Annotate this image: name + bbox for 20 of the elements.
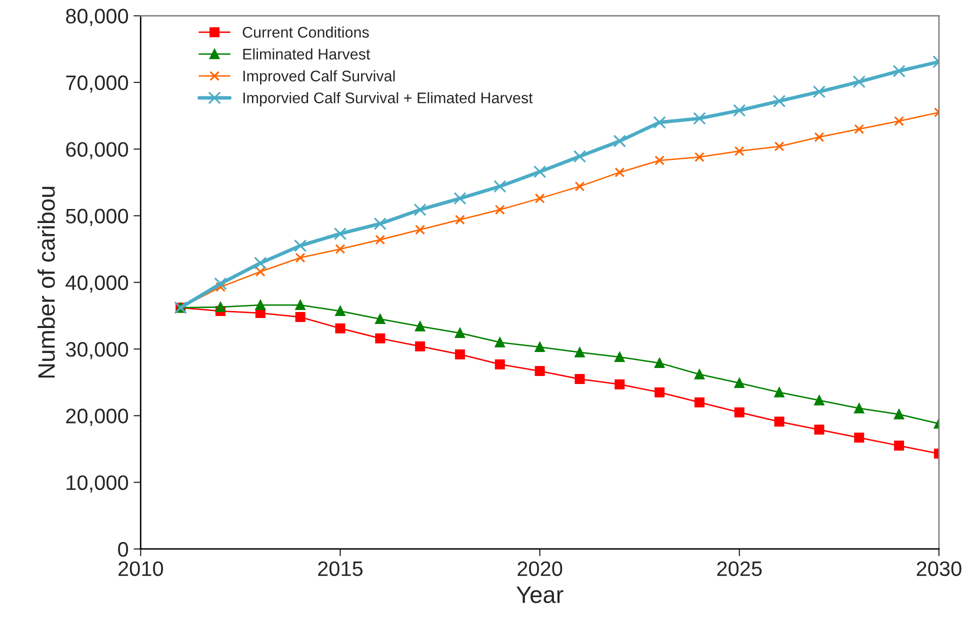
y-axis-title: Number of caribou bbox=[38, 186, 55, 378]
y-tick-label: 70,000 bbox=[66, 75, 128, 93]
y-tick-label: 40,000 bbox=[66, 275, 128, 293]
x-tick-label: 2015 bbox=[318, 561, 363, 576]
x-tick-label: 2010 bbox=[118, 561, 164, 576]
y-tick-label: 30,000 bbox=[66, 342, 128, 360]
y-tick-label: 50,000 bbox=[66, 208, 128, 226]
y-tick-label: 0 bbox=[118, 542, 128, 557]
legend-label: Imporvied Calf Survival + Elimated Harvest bbox=[243, 92, 533, 106]
y-tick-label: 10,000 bbox=[66, 475, 128, 493]
legend-label: Improved Calf Survival bbox=[243, 70, 395, 84]
x-tick-label: 2025 bbox=[717, 561, 762, 576]
y-tick-label: 80,000 bbox=[66, 8, 128, 26]
x-axis-title: Year bbox=[516, 586, 564, 604]
y-tick-label: 20,000 bbox=[66, 408, 128, 426]
legend-label: Eliminated Harvest bbox=[243, 48, 370, 60]
y-tick-label: 60,000 bbox=[66, 142, 128, 160]
legend-label: Current Conditions bbox=[242, 26, 369, 38]
x-tick-label: 2030 bbox=[916, 561, 962, 576]
x-tick-label: 2020 bbox=[518, 561, 562, 576]
